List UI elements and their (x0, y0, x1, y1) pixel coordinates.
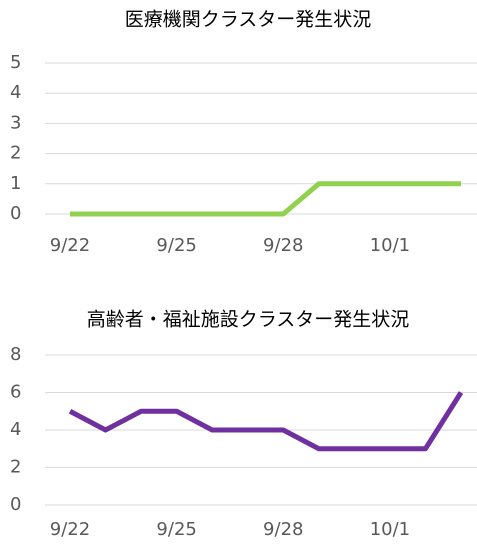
y-tick-label: 0 (10, 494, 21, 515)
x-tick-label: 9/22 (50, 519, 90, 540)
y-tick-label: 4 (10, 419, 21, 440)
series-line (68, 391, 464, 452)
x-tick-label: 10/1 (370, 519, 410, 540)
y-tick-label: 6 (10, 382, 21, 403)
series-line (70, 181, 461, 217)
x-tick-label: 9/25 (156, 235, 196, 256)
y-tick-label: 5 (10, 52, 21, 73)
y-tick-label: 1 (10, 173, 21, 194)
y-tick-label: 2 (10, 143, 21, 164)
y-tick-label: 0 (10, 203, 21, 224)
x-tick-label: 9/28 (263, 519, 303, 540)
x-tick-label: 9/28 (263, 235, 303, 256)
y-tick-label: 8 (10, 344, 21, 365)
x-tick-label: 10/1 (370, 235, 410, 256)
chart-title: 医療機関クラスター発生状況 (125, 9, 372, 31)
x-tick-label: 9/25 (156, 519, 196, 540)
chart-title: 高齢者・福祉施設クラスター発生状況 (87, 309, 410, 331)
y-tick-label: 4 (10, 82, 21, 103)
y-tick-label: 3 (10, 112, 21, 133)
y-tick-label: 2 (10, 457, 21, 478)
x-tick-label: 9/22 (50, 235, 90, 256)
